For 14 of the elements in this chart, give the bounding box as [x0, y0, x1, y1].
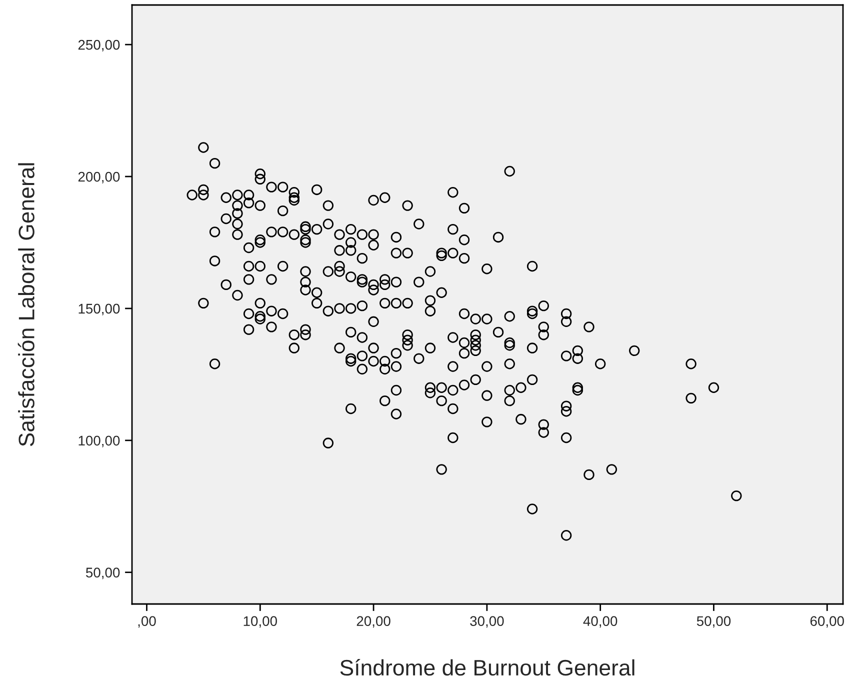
x-tick-label: 10,00: [244, 616, 277, 628]
x-tick-label: ,00: [138, 616, 156, 628]
x-tick-label: 40,00: [583, 616, 618, 628]
x-tick-label: 60,00: [810, 616, 844, 628]
y-tick-label: 150,00: [78, 304, 120, 316]
y-tick-label: 200,00: [78, 172, 120, 184]
x-axis-title: Síndrome de Burnout General: [340, 659, 634, 676]
y-tick-label: 250,00: [78, 40, 120, 52]
y-tick-label: 100,00: [78, 436, 120, 448]
x-tick-label: 50,00: [696, 616, 731, 628]
x-tick-label: 20,00: [356, 616, 390, 628]
y-tick-label: 50,00: [86, 568, 120, 580]
y-axis-title: Satisfacción Laboral General: [18, 163, 34, 446]
x-tick-label: 30,00: [470, 616, 504, 628]
